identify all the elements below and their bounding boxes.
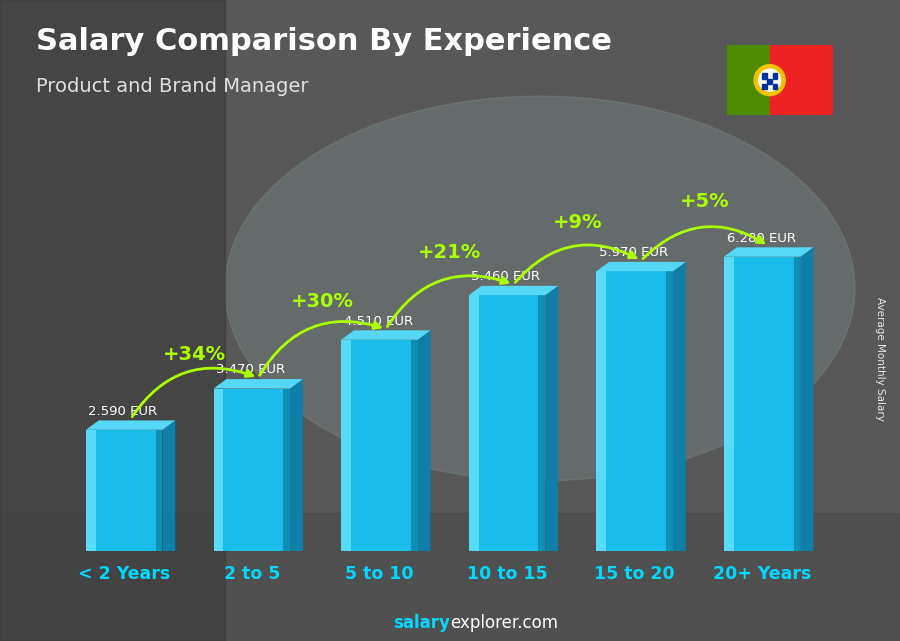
Polygon shape (290, 379, 303, 551)
Polygon shape (418, 330, 430, 551)
Text: Product and Brand Manager: Product and Brand Manager (36, 77, 309, 96)
Polygon shape (469, 295, 545, 551)
Bar (762, 84, 767, 89)
Text: explorer.com: explorer.com (450, 614, 558, 632)
Bar (768, 79, 772, 84)
Polygon shape (794, 256, 801, 551)
Text: Average Monthly Salary: Average Monthly Salary (875, 297, 886, 421)
Polygon shape (666, 271, 673, 551)
Text: 6.280 EUR: 6.280 EUR (726, 231, 796, 244)
Circle shape (759, 69, 780, 91)
Bar (770, 45, 833, 115)
Text: 5.460 EUR: 5.460 EUR (472, 270, 540, 283)
Bar (773, 73, 778, 79)
Text: +34%: +34% (163, 345, 226, 364)
Polygon shape (469, 286, 558, 295)
Polygon shape (597, 271, 607, 551)
Bar (0, 0, 225, 641)
Polygon shape (724, 256, 801, 551)
Bar (727, 45, 770, 115)
Polygon shape (86, 429, 96, 551)
Polygon shape (538, 295, 545, 551)
Text: +21%: +21% (418, 242, 482, 262)
Polygon shape (801, 247, 814, 551)
Text: 5.970 EUR: 5.970 EUR (599, 246, 668, 259)
Polygon shape (597, 271, 673, 551)
Text: +5%: +5% (680, 192, 730, 211)
Polygon shape (213, 379, 303, 388)
Polygon shape (469, 295, 479, 551)
Polygon shape (341, 340, 351, 551)
Text: +9%: +9% (553, 213, 602, 231)
Polygon shape (410, 340, 418, 551)
Polygon shape (86, 420, 176, 429)
Polygon shape (86, 429, 163, 551)
Bar (762, 73, 767, 79)
Polygon shape (156, 429, 163, 551)
Text: 2.590 EUR: 2.590 EUR (88, 404, 158, 417)
Bar (0, 513, 900, 641)
Polygon shape (673, 262, 686, 551)
Bar (773, 84, 778, 89)
Polygon shape (597, 262, 686, 271)
Polygon shape (213, 388, 223, 551)
Polygon shape (545, 286, 558, 551)
Polygon shape (163, 420, 176, 551)
Circle shape (754, 65, 786, 96)
Ellipse shape (225, 96, 855, 481)
Polygon shape (341, 340, 418, 551)
Polygon shape (213, 388, 290, 551)
Text: Salary Comparison By Experience: Salary Comparison By Experience (36, 27, 612, 56)
Polygon shape (724, 256, 734, 551)
Text: 4.510 EUR: 4.510 EUR (344, 315, 413, 328)
Text: +30%: +30% (291, 292, 354, 312)
Polygon shape (724, 247, 814, 256)
Text: salary: salary (393, 614, 450, 632)
Polygon shape (341, 330, 430, 340)
Polygon shape (284, 388, 290, 551)
Text: 3.470 EUR: 3.470 EUR (216, 363, 285, 376)
